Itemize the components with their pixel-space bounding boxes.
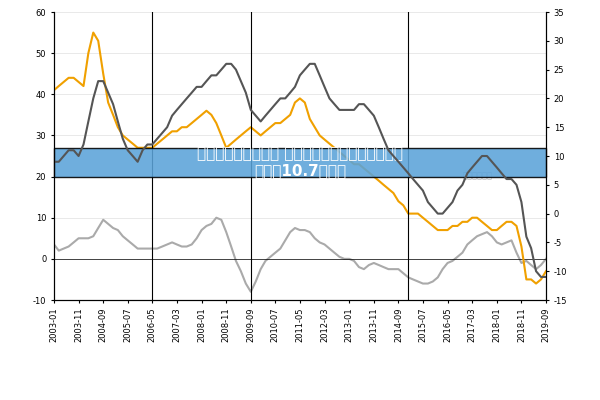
Text: 股票配资哪个产品好 武汉天河国際机场单日旅客吞
吐量破10.7万人次: 股票配资哪个产品好 武汉天河国際机场单日旅客吞 吐量破10.7万人次 bbox=[197, 146, 403, 178]
FancyBboxPatch shape bbox=[54, 148, 546, 176]
Text: 富涌宏观笔记: 富涌宏观笔记 bbox=[463, 172, 493, 181]
